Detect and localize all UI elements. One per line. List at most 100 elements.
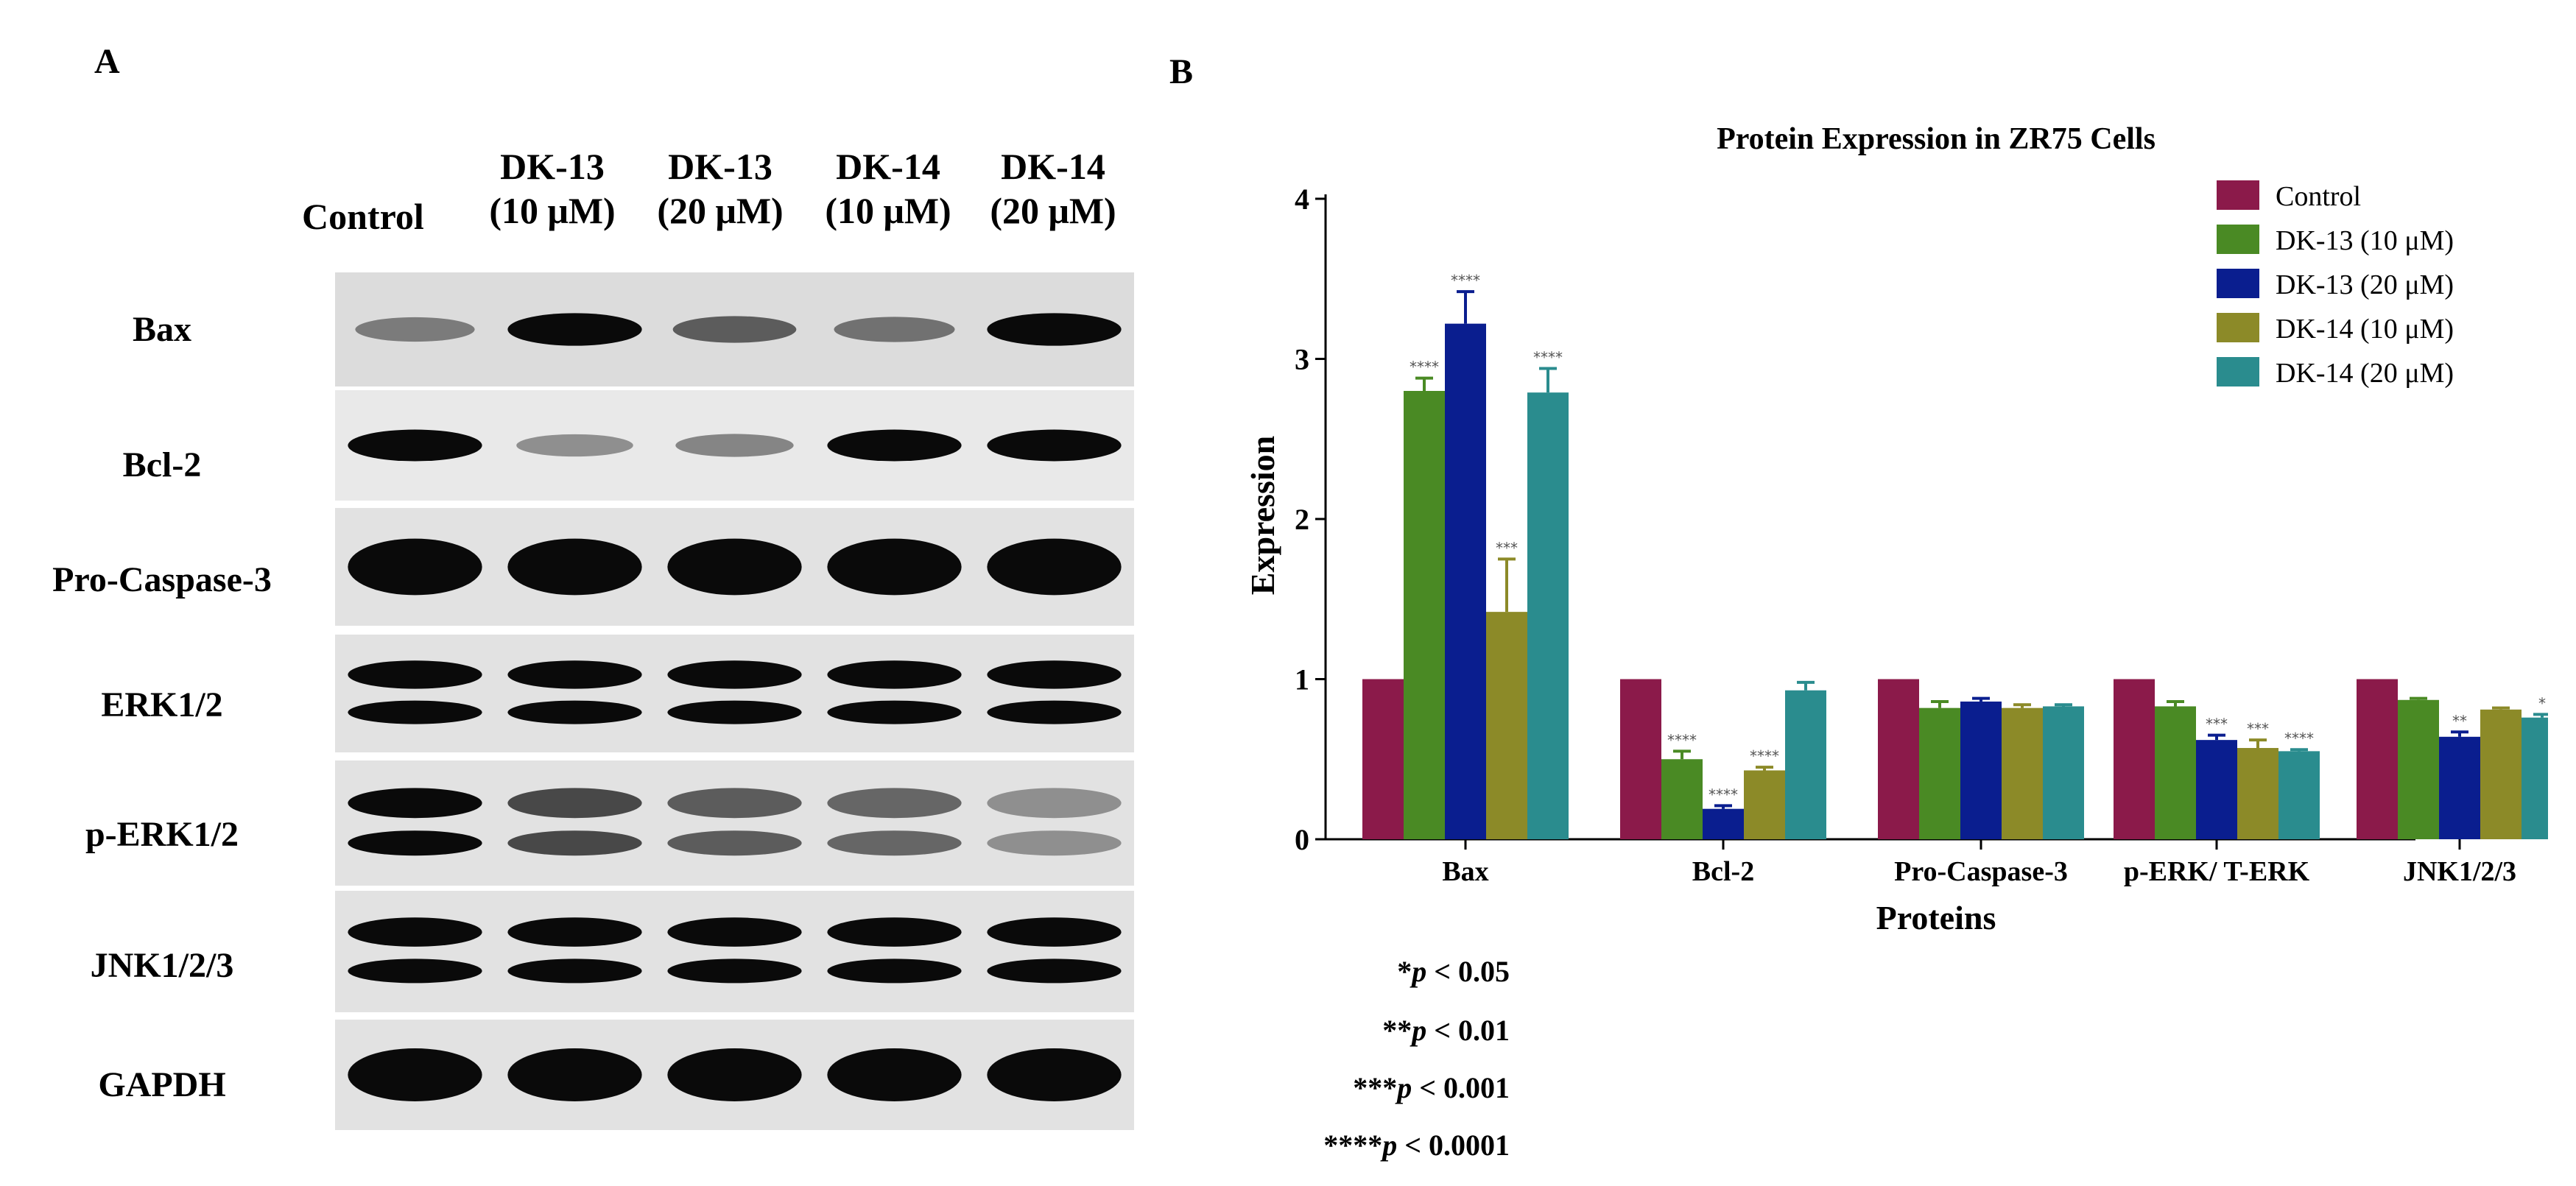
blot-band-upper <box>507 917 642 947</box>
blot-strip-jnk123 <box>335 891 1134 1012</box>
bar <box>2522 717 2548 839</box>
blot-band <box>348 538 482 596</box>
bar <box>1527 392 1569 839</box>
footnote-stars: * <box>1397 955 1412 988</box>
chart-bars: ****************************** ********** <box>1362 272 2548 839</box>
column-header-line: (20 μM) <box>990 190 1116 231</box>
blot-band-lower <box>827 700 962 724</box>
blot-strip-gapdh <box>335 1020 1134 1130</box>
row-label-perk12: p-ERK1/2 <box>85 815 239 854</box>
blot-band <box>987 313 1122 346</box>
significance-label: **** <box>1667 731 1697 749</box>
blot-strip-bax <box>335 272 1134 386</box>
bar <box>2002 707 2043 839</box>
column-header-line: DK-13 <box>668 146 773 187</box>
footnote-threshold: < 0.01 <box>1426 1014 1510 1047</box>
legend-swatch <box>2217 225 2259 254</box>
blot-background <box>335 635 1134 752</box>
significance-label: **** <box>2284 730 2314 747</box>
blot-band-lower <box>987 830 1122 856</box>
blot-band-lower <box>507 959 642 984</box>
blot-image <box>335 508 1134 626</box>
y-axis-label: Expression <box>1244 436 1281 595</box>
blot-band <box>987 1048 1122 1101</box>
blot-image <box>335 390 1134 501</box>
bar <box>1785 690 1826 839</box>
blot-band <box>672 316 797 343</box>
column-header-line: (10 μM) <box>825 190 951 231</box>
bar <box>1919 707 1960 839</box>
legend-swatch <box>2217 357 2259 386</box>
y-tick-label: 1 <box>1295 663 1309 696</box>
chart-title: Protein Expression in ZR75 Cells <box>1717 122 2156 156</box>
blot-band-upper <box>827 660 962 689</box>
significance-label: *** <box>1496 539 1518 557</box>
footnote-p: p <box>1382 1129 1398 1162</box>
bar <box>1486 612 1527 839</box>
blot-strip-erk12 <box>335 635 1134 752</box>
y-tick-label: 3 <box>1295 343 1309 376</box>
legend-swatch <box>2217 180 2259 210</box>
y-tick-label: 0 <box>1295 823 1309 856</box>
bar <box>2155 706 2196 839</box>
blot-band-upper <box>987 788 1122 819</box>
bar <box>1744 770 1785 839</box>
row-label-bax: Bax <box>132 310 191 349</box>
footnote-stars: **** <box>1323 1129 1383 1162</box>
footnote-stars: ** <box>1382 1014 1412 1047</box>
bar <box>1661 759 1703 839</box>
bar <box>2196 740 2237 839</box>
blot-band-upper <box>348 660 482 689</box>
significance-label: **** <box>1708 786 1738 803</box>
x-tick-label: Bcl-2 <box>1692 856 1754 887</box>
significance-footnote-4: ****p < 0.0001 <box>994 1128 1510 1162</box>
blot-band <box>507 538 642 596</box>
blot-band-lower <box>827 830 962 856</box>
significance-label: **** <box>1451 272 1480 289</box>
bar <box>1960 701 2002 839</box>
blot-image <box>335 635 1134 752</box>
blot-band-upper <box>667 660 802 689</box>
row-label-pro-caspase-3: Pro-Caspase-3 <box>52 560 272 599</box>
legend-swatch <box>2217 313 2259 342</box>
blot-band-lower <box>827 959 962 984</box>
significance-label: *** <box>2247 720 2269 738</box>
blot-band-lower <box>987 959 1122 984</box>
bar-chart: Protein Expression in ZR75 Cells Express… <box>1244 122 2548 936</box>
panel-b-letter: B <box>1169 52 1194 91</box>
bar <box>1362 679 1404 839</box>
blot-band <box>667 538 802 596</box>
column-header-dk14-20: DK-14 (20 μM) <box>972 144 1134 233</box>
blot-band-lower <box>987 700 1122 724</box>
column-header-dk14-10: DK-14 (10 μM) <box>807 144 969 233</box>
blot-band <box>507 313 642 346</box>
column-header-line: DK-14 <box>1001 146 1105 187</box>
footnote-p: p <box>1397 1071 1412 1104</box>
column-header-line: DK-13 <box>500 146 605 187</box>
blot-band-upper <box>507 660 642 689</box>
bar <box>2237 748 2278 839</box>
column-header-line: Control <box>302 196 424 237</box>
blot-band-upper <box>827 788 962 819</box>
blot-band-upper <box>827 917 962 947</box>
bar <box>2357 679 2398 839</box>
bar <box>2439 736 2480 839</box>
legend-swatch <box>2217 269 2259 298</box>
blot-band <box>827 429 962 462</box>
bar <box>1620 679 1661 839</box>
bar <box>1404 391 1445 839</box>
blot-band-upper <box>667 788 802 819</box>
panel-a-letter: A <box>94 42 120 81</box>
blot-band <box>675 434 794 457</box>
x-tick-label: p-ERK/ T-ERK <box>2124 856 2310 887</box>
significance-label: * <box>2538 694 2546 712</box>
row-label-gapdh: GAPDH <box>98 1065 226 1104</box>
row-label-bcl2: Bcl-2 <box>122 445 202 484</box>
legend-label: DK-14 (10 μM) <box>2276 314 2454 345</box>
y-tick-label: 4 <box>1295 183 1309 216</box>
blot-band <box>507 1048 642 1101</box>
blot-band-lower <box>348 830 482 856</box>
blot-background <box>335 760 1134 886</box>
blot-image <box>335 760 1134 886</box>
blot-band-upper <box>987 917 1122 947</box>
